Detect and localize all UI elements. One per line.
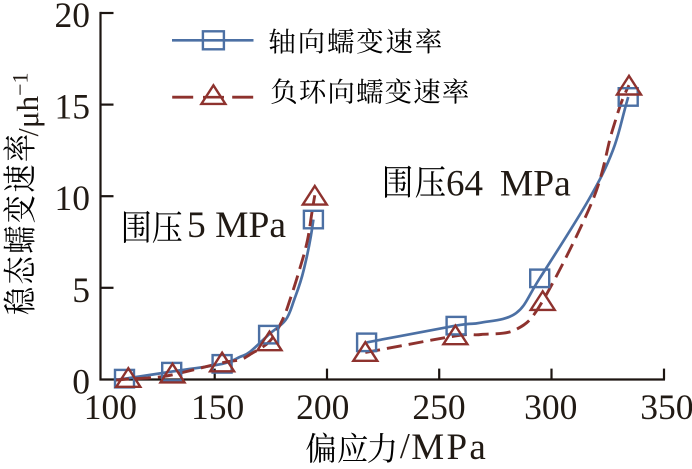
svg-text:150: 150 (191, 387, 244, 427)
svg-text:/: / (13, 127, 45, 136)
svg-text:350: 350 (640, 387, 692, 427)
svg-text:100: 100 (84, 387, 137, 427)
svg-text:0: 0 (72, 362, 90, 402)
svg-text:10: 10 (55, 178, 91, 218)
svg-text:MPa: MPa (500, 164, 571, 205)
svg-text:5 MPa: 5 MPa (187, 205, 286, 246)
svg-text:200: 200 (296, 387, 349, 427)
svg-text:/: / (400, 425, 410, 465)
svg-text:250: 250 (412, 387, 465, 427)
svg-text:5: 5 (72, 270, 90, 310)
svg-text:64: 64 (446, 164, 483, 205)
svg-text:300: 300 (524, 387, 577, 427)
svg-text:15: 15 (55, 87, 91, 127)
svg-text:MPa: MPa (411, 427, 488, 468)
svg-text:20: 20 (55, 0, 91, 35)
